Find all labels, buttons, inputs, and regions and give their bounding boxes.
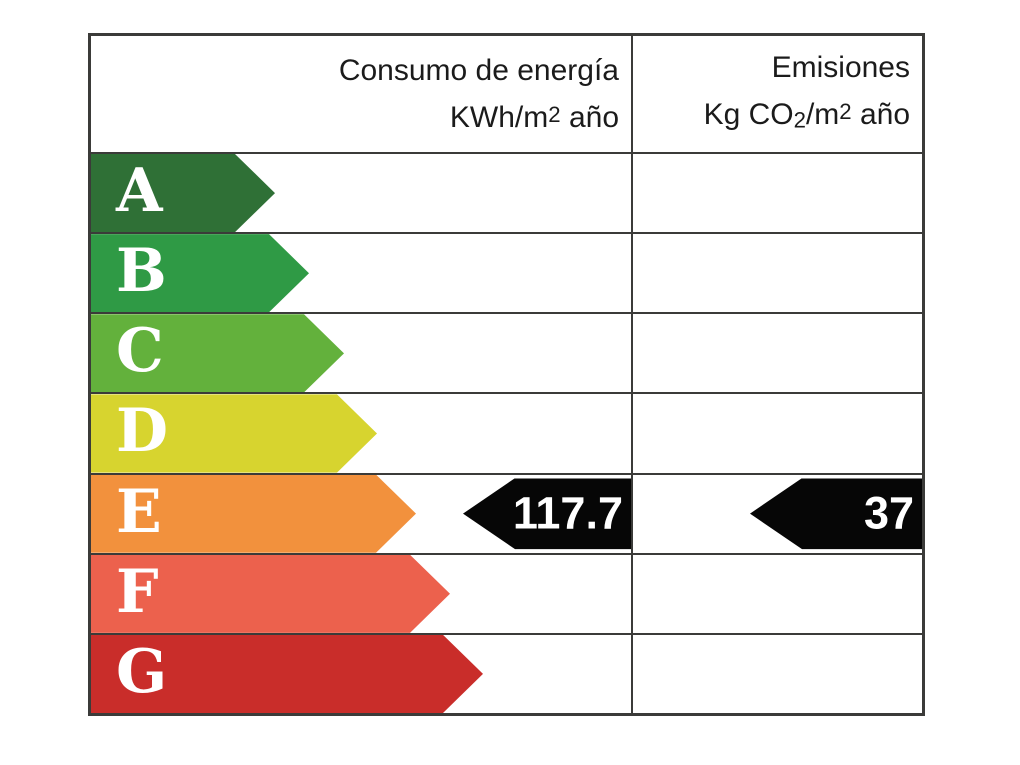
rating-letter-g: G [116, 636, 168, 707]
consumption-header-line2: KWh/m2 año [449, 100, 619, 134]
rating-row-d: D [91, 394, 922, 475]
rating-row-e: E 117.7 37 [91, 474, 922, 555]
rating-row-e-emissions-cell: 37 [633, 475, 922, 553]
rating-bar-d: D [91, 394, 377, 472]
rating-row-a-consumption-cell: A [91, 154, 633, 233]
emissions-column-header: Emisiones Kg CO2/m2 año [633, 36, 922, 152]
rating-row-c-consumption-cell: C [91, 314, 633, 393]
rating-bar-f: F [91, 555, 450, 633]
rating-letter-d: D [116, 396, 169, 467]
rating-row-a: A [91, 154, 922, 235]
rating-row-g: G [91, 634, 922, 713]
rating-rows: A B C [91, 154, 922, 713]
rating-row-d-consumption-cell: D [91, 394, 633, 473]
rating-row-b-emissions-cell [633, 234, 922, 312]
rating-letter-a: A [116, 156, 163, 227]
rating-letter-f: F [116, 556, 159, 627]
table-header: Consumo de energía KWh/m2 año Emisiones … [91, 36, 922, 154]
rating-bar-g: G [91, 635, 483, 713]
rating-row-f-emissions-cell [633, 555, 922, 633]
rating-row-g-consumption-cell: G [91, 634, 633, 713]
rating-letter-c: C [116, 316, 164, 387]
consumption-column-header: Consumo de energía KWh/m2 año [91, 36, 633, 152]
rating-row-b: B [91, 234, 922, 315]
rating-bar-e: E [91, 475, 416, 553]
rating-row-d-emissions-cell [633, 394, 922, 472]
emissions-header-line2: Kg CO2/m2 año [703, 97, 910, 133]
rating-row-c: C [91, 314, 922, 395]
rating-bar-a: A [91, 154, 275, 232]
rating-row-f-consumption-cell: F [91, 554, 633, 633]
consumption-value-arrow: 117.7 [463, 478, 631, 550]
consumption-header-line1: Consumo de energía [338, 53, 619, 87]
rating-letter-b: B [116, 236, 167, 307]
rating-table: Consumo de energía KWh/m2 año Emisiones … [88, 33, 925, 716]
rating-letter-e: E [116, 476, 162, 547]
rating-row-g-emissions-cell [633, 635, 922, 713]
rating-bar-b: B [91, 234, 309, 312]
consumption-value: 117.7 [512, 487, 623, 539]
emissions-header-line1: Emisiones [771, 50, 910, 84]
rating-row-b-consumption-cell: B [91, 234, 633, 313]
emissions-value: 37 [863, 487, 914, 539]
rating-row-a-emissions-cell [633, 154, 922, 232]
emissions-value-arrow: 37 [750, 478, 922, 550]
rating-bar-c: C [91, 314, 344, 392]
rating-row-c-emissions-cell [633, 314, 922, 392]
rating-row-f: F [91, 554, 922, 635]
rating-row-e-consumption-cell: E 117.7 [91, 474, 633, 553]
